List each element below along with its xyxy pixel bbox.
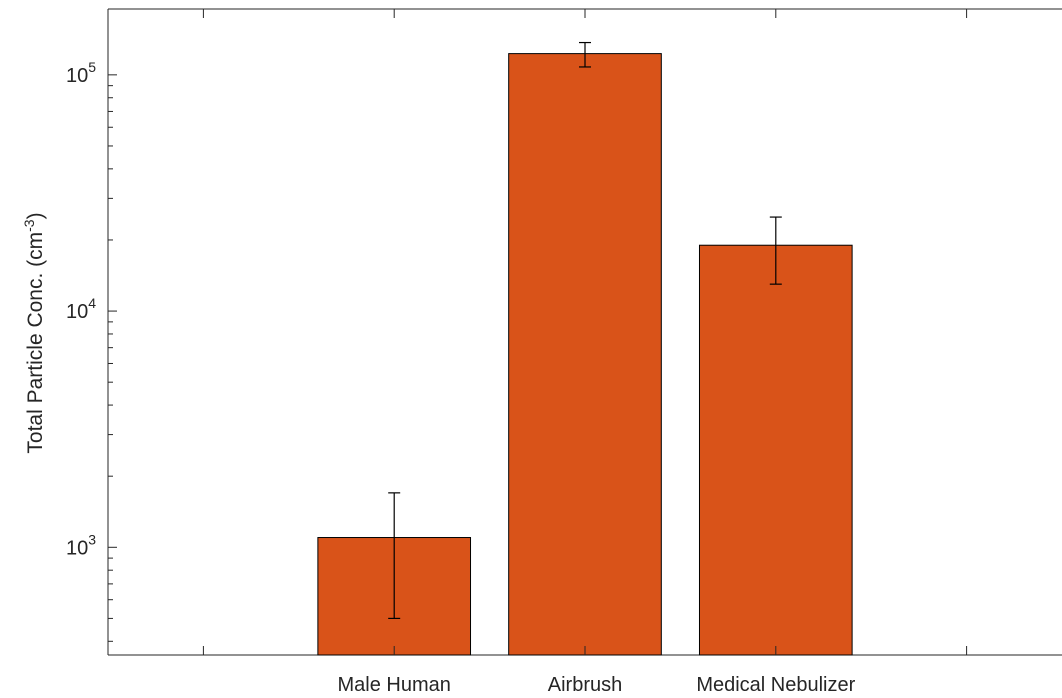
x-tick-label: Medical Nebulizer: [696, 674, 855, 696]
y-tick-label: 105: [66, 59, 96, 87]
error-bar: [769, 216, 782, 285]
error-bar: [388, 492, 401, 620]
y-tick-label: 104: [66, 295, 96, 323]
y-tick-label: 103: [66, 531, 96, 559]
bar-medical-nebulizer: [698, 244, 853, 656]
bars-group: [317, 53, 853, 656]
error-bars-group: [388, 41, 782, 620]
x-tick-label: Male Human: [338, 674, 451, 696]
x-tick-label: Airbrush: [548, 674, 622, 696]
bar-airbrush: [508, 53, 662, 656]
y-axis-label: Total Particle Conc. (cm-3): [21, 212, 47, 453]
x-axis-ticks: Male Human Airbrush Medical Nebulizer: [202, 9, 968, 696]
error-bar: [579, 41, 591, 68]
y-axis-ticks: 103 104 105: [66, 59, 117, 642]
